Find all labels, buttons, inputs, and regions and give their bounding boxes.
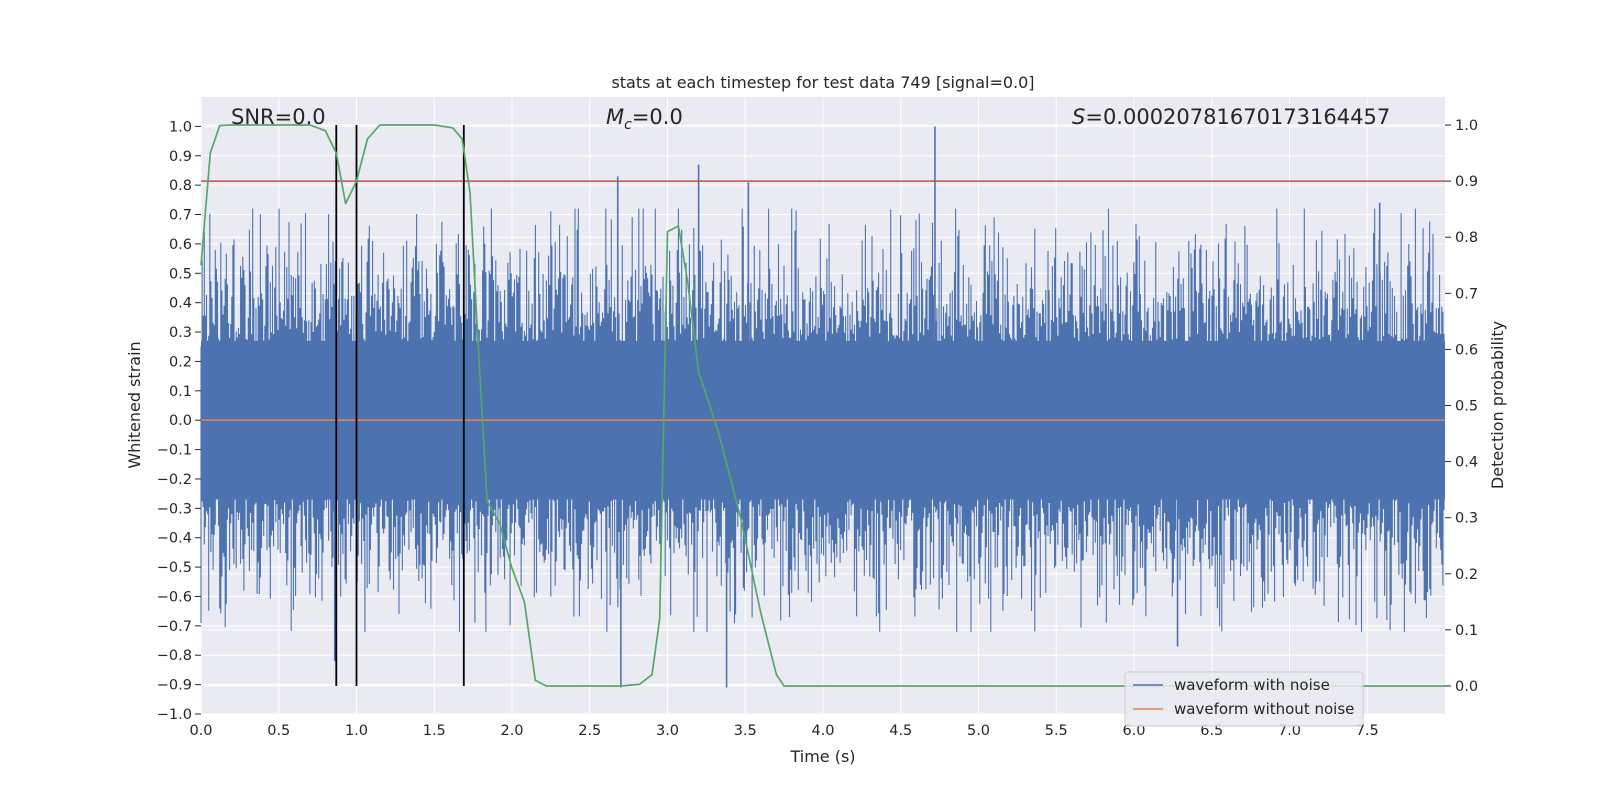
x-tick-label: 6.0 xyxy=(1122,723,1145,739)
detection-probability-line xyxy=(200,124,1445,687)
y-right-tick-label: 1.0 xyxy=(1455,118,1478,134)
y-right-tick-label: 0.9 xyxy=(1455,174,1478,190)
y-tick-label: −0.5 xyxy=(157,560,192,576)
y-tick-label: 0.1 xyxy=(169,384,192,400)
score-annotation: S=0.0002078167017316445​7 xyxy=(1072,105,1390,129)
y-tick-label: 0.3 xyxy=(169,325,192,341)
y-tick-label: −0.7 xyxy=(157,619,192,635)
x-tick-label: 3.5 xyxy=(734,723,757,739)
y-tick-label: −0.3 xyxy=(157,501,192,517)
noise-waveform-line xyxy=(200,208,1445,632)
y-right-tick-label: 0.8 xyxy=(1455,230,1478,246)
y-right-tick-label: 0.4 xyxy=(1455,455,1478,471)
y-right-tick-label: 0.1 xyxy=(1455,623,1478,639)
snr-annotation: SNR=0.0 xyxy=(231,105,326,129)
x-tick-label: 7.5 xyxy=(1356,723,1379,739)
legend-label-clean: waveform without noise xyxy=(1174,700,1354,718)
x-tick-label: 2.5 xyxy=(578,723,601,739)
y-right-tick-label: 0.0 xyxy=(1455,679,1478,695)
x-tick-label: 5.0 xyxy=(967,723,990,739)
x-tick-label: 1.5 xyxy=(423,723,446,739)
y-axis-label: Whitened strain xyxy=(125,341,144,468)
y-tick-label: 0.5 xyxy=(169,266,192,282)
y-tick-label: −0.4 xyxy=(157,531,192,547)
x-tick-label: 0.0 xyxy=(189,723,212,739)
score-symbol: S xyxy=(1072,105,1085,129)
x-tick-label: 6.5 xyxy=(1200,723,1223,739)
x-tick-label: 3.0 xyxy=(656,723,679,739)
y-axis-right-label: Detection probability xyxy=(1488,321,1507,489)
y-tick-label: −0.6 xyxy=(157,589,192,605)
chirp-mass-subscript: c xyxy=(624,117,632,133)
legend-label-noise: waveform with noise xyxy=(1174,676,1330,694)
line-series xyxy=(200,124,1445,687)
y-tick-label: −0.1 xyxy=(157,443,192,459)
x-tick-label: 1.0 xyxy=(345,723,368,739)
legend: waveform with noise waveform without noi… xyxy=(1124,671,1364,727)
x-tick-label: 7.0 xyxy=(1278,723,1301,739)
x-tick-label: 4.5 xyxy=(889,723,912,739)
x-tick-label: 2.0 xyxy=(500,723,523,739)
y-tick-label: −0.9 xyxy=(157,678,192,694)
y-right-tick-label: 0.7 xyxy=(1455,286,1478,302)
y-tick-label: 0.4 xyxy=(169,296,192,312)
y-tick-label: 0.6 xyxy=(169,237,192,253)
chirp-mass-value: =0.0 xyxy=(632,105,683,129)
y-tick-label: 1.0 xyxy=(169,119,192,135)
y-right-tick-label: 0.6 xyxy=(1455,342,1478,358)
y-tick-label: −0.8 xyxy=(157,648,192,664)
x-tick-label: 5.5 xyxy=(1045,723,1068,739)
chirp-mass-annotation: Mc=0.0 xyxy=(606,105,683,133)
y-right-tick-label: 0.3 xyxy=(1455,511,1478,527)
legend-box xyxy=(1124,671,1364,727)
y-tick-label: −0.2 xyxy=(157,472,192,488)
y-tick-label: 0.9 xyxy=(169,149,192,165)
tick-labels: 0.0 0.5 1.0 1.5 2.0 2.5 3.0 3.5 4.0 4.5 5.0 5.5 6.0 6… xyxy=(157,118,1478,739)
x-tick-label: 4.0 xyxy=(811,723,834,739)
chart-title: stats at each timestep for test data 749… xyxy=(611,73,1034,92)
y-tick-label: −1.0 xyxy=(157,707,192,723)
x-tick-label: 0.5 xyxy=(267,723,290,739)
y-tick-label: 0.2 xyxy=(169,354,192,370)
y-tick-label: 0.0 xyxy=(169,413,192,429)
y-right-tick-label: 0.2 xyxy=(1455,567,1478,583)
x-axis-label: Time (s) xyxy=(789,747,855,766)
score-value: =0.0002078167017316445​7 xyxy=(1085,105,1390,129)
chirp-mass-symbol: M xyxy=(606,105,624,129)
y-tick-label: 0.7 xyxy=(169,208,192,224)
y-right-tick-label: 0.5 xyxy=(1455,399,1478,415)
y-tick-label: 0.8 xyxy=(169,178,192,194)
